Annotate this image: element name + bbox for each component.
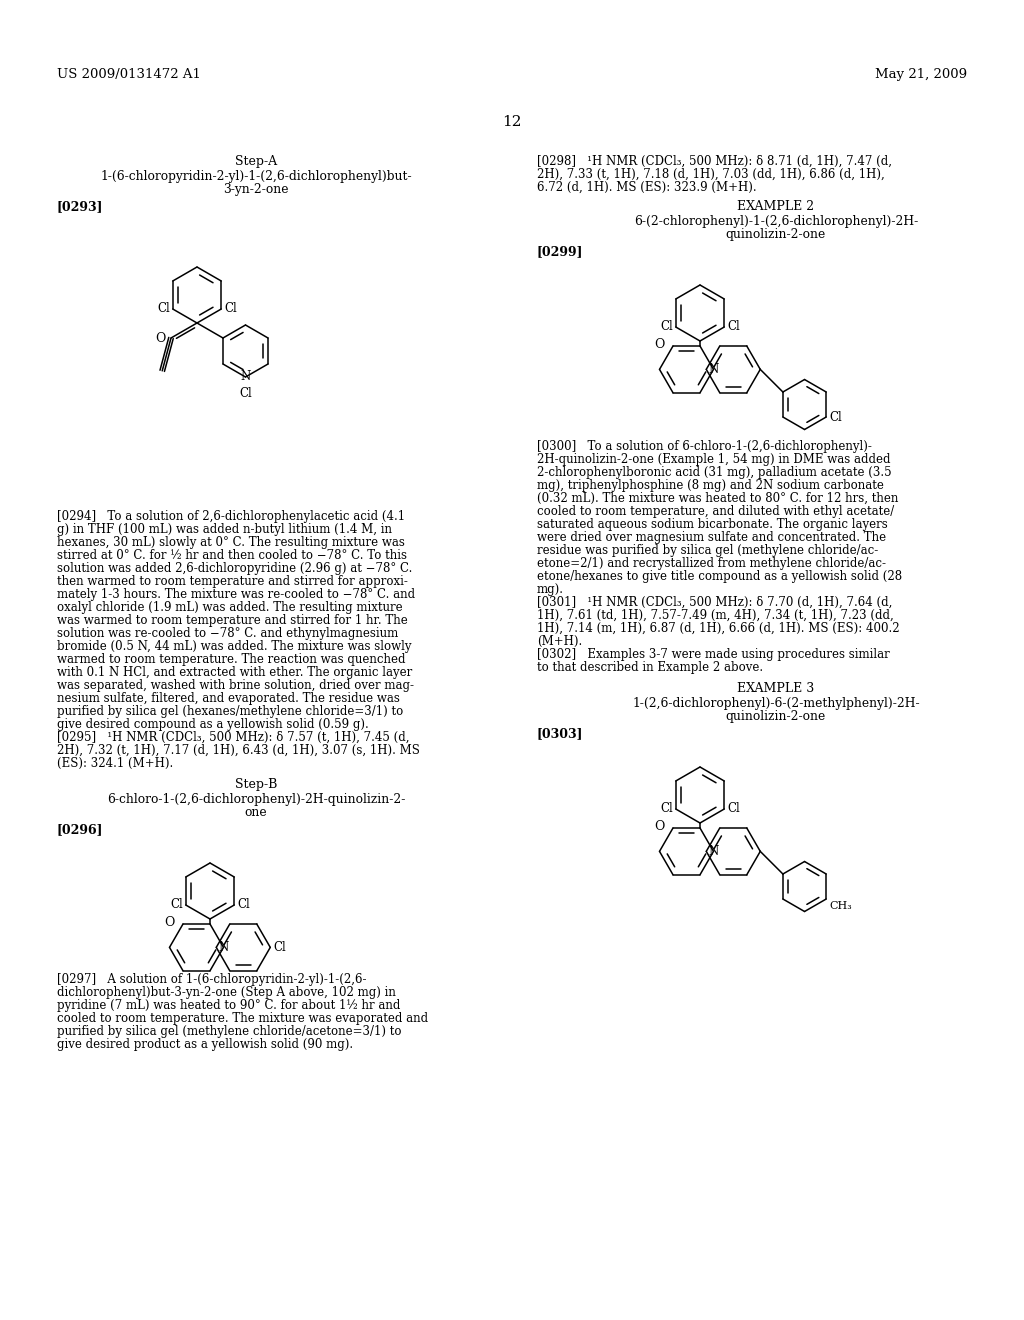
- Text: (0.32 mL). The mixture was heated to 80° C. for 12 hrs, then: (0.32 mL). The mixture was heated to 80°…: [537, 492, 898, 506]
- Text: hexanes, 30 mL) slowly at 0° C. The resulting mixture was: hexanes, 30 mL) slowly at 0° C. The resu…: [57, 536, 404, 549]
- Text: 6.72 (d, 1H). MS (ES): 323.9 (M+H).: 6.72 (d, 1H). MS (ES): 323.9 (M+H).: [537, 181, 757, 194]
- Text: [0293]: [0293]: [57, 201, 103, 213]
- Text: [0296]: [0296]: [57, 822, 103, 836]
- Text: mately 1-3 hours. The mixture was re-cooled to −78° C. and: mately 1-3 hours. The mixture was re-coo…: [57, 587, 415, 601]
- Text: [0297]   A solution of 1-(6-chloropyridin-2-yl)-1-(2,6-: [0297] A solution of 1-(6-chloropyridin-…: [57, 973, 367, 986]
- Text: pyridine (7 mL) was heated to 90° C. for about 1½ hr and: pyridine (7 mL) was heated to 90° C. for…: [57, 999, 400, 1012]
- Text: cooled to room temperature, and diluted with ethyl acetate/: cooled to room temperature, and diluted …: [537, 506, 894, 517]
- Text: give desired product as a yellowish solid (90 mg).: give desired product as a yellowish soli…: [57, 1038, 353, 1051]
- Text: (M+H).: (M+H).: [537, 635, 583, 648]
- Text: residue was purified by silica gel (methylene chloride/ac-: residue was purified by silica gel (meth…: [537, 544, 879, 557]
- Text: was separated, washed with brine solution, dried over mag-: was separated, washed with brine solutio…: [57, 678, 414, 692]
- Text: quinolizin-2-one: quinolizin-2-one: [726, 710, 826, 723]
- Text: 1-(6-chloropyridin-2-yl)-1-(2,6-dichlorophenyl)but-: 1-(6-chloropyridin-2-yl)-1-(2,6-dichloro…: [100, 170, 412, 183]
- Text: O: O: [165, 916, 175, 928]
- Text: EXAMPLE 3: EXAMPLE 3: [737, 682, 815, 696]
- Text: were dried over magnesium sulfate and concentrated. The: were dried over magnesium sulfate and co…: [537, 531, 886, 544]
- Text: cooled to room temperature. The mixture was evaporated and: cooled to room temperature. The mixture …: [57, 1012, 428, 1026]
- Text: Step-A: Step-A: [234, 154, 278, 168]
- Text: quinolizin-2-one: quinolizin-2-one: [726, 228, 826, 242]
- Text: Cl: Cl: [238, 899, 250, 912]
- Text: etone/hexanes to give title compound as a yellowish solid (28: etone/hexanes to give title compound as …: [537, 570, 902, 583]
- Text: purified by silica gel (methylene chloride/acetone=3/1) to: purified by silica gel (methylene chlori…: [57, 1026, 401, 1038]
- Text: dichlorophenyl)but-3-yn-2-one (Step A above, 102 mg) in: dichlorophenyl)but-3-yn-2-one (Step A ab…: [57, 986, 396, 999]
- Text: nesium sulfate, filtered, and evaporated. The residue was: nesium sulfate, filtered, and evaporated…: [57, 692, 400, 705]
- Text: [0302]   Examples 3-7 were made using procedures similar: [0302] Examples 3-7 were made using proc…: [537, 648, 890, 661]
- Text: one: one: [245, 807, 267, 818]
- Text: Cl: Cl: [170, 899, 182, 912]
- Text: US 2009/0131472 A1: US 2009/0131472 A1: [57, 69, 201, 81]
- Text: Cl: Cl: [157, 302, 170, 315]
- Text: saturated aqueous sodium bicarbonate. The organic layers: saturated aqueous sodium bicarbonate. Th…: [537, 517, 888, 531]
- Text: Cl: Cl: [660, 803, 673, 816]
- Text: 1H), 7.14 (m, 1H), 6.87 (d, 1H), 6.66 (d, 1H). MS (ES): 400.2: 1H), 7.14 (m, 1H), 6.87 (d, 1H), 6.66 (d…: [537, 622, 900, 635]
- Text: warmed to room temperature. The reaction was quenched: warmed to room temperature. The reaction…: [57, 653, 406, 667]
- Text: stirred at 0° C. for ½ hr and then cooled to −78° C. To this: stirred at 0° C. for ½ hr and then coole…: [57, 549, 407, 562]
- Text: g) in THF (100 mL) was added n-butyl lithium (1.4 M, in: g) in THF (100 mL) was added n-butyl lit…: [57, 523, 392, 536]
- Text: O: O: [654, 820, 665, 833]
- Text: to that described in Example 2 above.: to that described in Example 2 above.: [537, 661, 763, 675]
- Text: CH₃: CH₃: [829, 902, 852, 911]
- Text: [0295]   ¹H NMR (CDCl₃, 500 MHz): δ 7.57 (t, 1H), 7.45 (d,: [0295] ¹H NMR (CDCl₃, 500 MHz): δ 7.57 (…: [57, 731, 410, 744]
- Text: give desired compound as a yellowish solid (0.59 g).: give desired compound as a yellowish sol…: [57, 718, 369, 731]
- Text: N: N: [709, 363, 719, 376]
- Text: mg), triphenylphosphine (8 mg) and 2N sodium carbonate: mg), triphenylphosphine (8 mg) and 2N so…: [537, 479, 884, 492]
- Text: (ES): 324.1 (M+H).: (ES): 324.1 (M+H).: [57, 756, 173, 770]
- Text: Cl: Cl: [660, 321, 673, 334]
- Text: Cl: Cl: [829, 411, 842, 424]
- Text: then warmed to room temperature and stirred for approxi-: then warmed to room temperature and stir…: [57, 576, 408, 587]
- Text: [0301]   ¹H NMR (CDCl₃, 500 MHz): δ 7.70 (d, 1H), 7.64 (d,: [0301] ¹H NMR (CDCl₃, 500 MHz): δ 7.70 (…: [537, 597, 892, 609]
- Text: 1-(2,6-dichlorophenyl)-6-(2-methylphenyl)-2H-: 1-(2,6-dichlorophenyl)-6-(2-methylphenyl…: [632, 697, 920, 710]
- Text: Cl: Cl: [240, 387, 252, 400]
- Text: Cl: Cl: [273, 941, 286, 954]
- Text: oxalyl chloride (1.9 mL) was added. The resulting mixture: oxalyl chloride (1.9 mL) was added. The …: [57, 601, 402, 614]
- Text: May 21, 2009: May 21, 2009: [874, 69, 967, 81]
- Text: [0299]: [0299]: [537, 246, 584, 257]
- Text: 6-(2-chlorophenyl)-1-(2,6-dichlorophenyl)-2H-: 6-(2-chlorophenyl)-1-(2,6-dichlorophenyl…: [634, 215, 919, 228]
- Text: EXAMPLE 2: EXAMPLE 2: [737, 201, 814, 213]
- Text: purified by silica gel (hexanes/methylene chloride=3/1) to: purified by silica gel (hexanes/methylen…: [57, 705, 403, 718]
- Text: 1H), 7.61 (td, 1H), 7.57-7.49 (m, 4H), 7.34 (t, 1H), 7.23 (dd,: 1H), 7.61 (td, 1H), 7.57-7.49 (m, 4H), 7…: [537, 609, 894, 622]
- Text: Cl: Cl: [727, 803, 740, 816]
- Text: bromide (0.5 N, 44 mL) was added. The mixture was slowly: bromide (0.5 N, 44 mL) was added. The mi…: [57, 640, 412, 653]
- Text: N: N: [241, 371, 251, 384]
- Text: 3-yn-2-one: 3-yn-2-one: [223, 183, 289, 195]
- Text: 2H-quinolizin-2-one (Example 1, 54 mg) in DME was added: 2H-quinolizin-2-one (Example 1, 54 mg) i…: [537, 453, 891, 466]
- Text: 12: 12: [502, 115, 522, 129]
- Text: etone=2/1) and recrystallized from methylene chloride/ac-: etone=2/1) and recrystallized from methy…: [537, 557, 886, 570]
- Text: Step-B: Step-B: [234, 777, 278, 791]
- Text: [0300]   To a solution of 6-chloro-1-(2,6-dichlorophenyl)-: [0300] To a solution of 6-chloro-1-(2,6-…: [537, 440, 871, 453]
- Text: was warmed to room temperature and stirred for 1 hr. The: was warmed to room temperature and stirr…: [57, 614, 408, 627]
- Text: [0298]   ¹H NMR (CDCl₃, 500 MHz): δ 8.71 (d, 1H), 7.47 (d,: [0298] ¹H NMR (CDCl₃, 500 MHz): δ 8.71 (…: [537, 154, 892, 168]
- Text: [0294]   To a solution of 2,6-dichlorophenylacetic acid (4.1: [0294] To a solution of 2,6-dichlorophen…: [57, 510, 406, 523]
- Text: 2H), 7.33 (t, 1H), 7.18 (d, 1H), 7.03 (dd, 1H), 6.86 (d, 1H),: 2H), 7.33 (t, 1H), 7.18 (d, 1H), 7.03 (d…: [537, 168, 885, 181]
- Text: 6-chloro-1-(2,6-dichlorophenyl)-2H-quinolizin-2-: 6-chloro-1-(2,6-dichlorophenyl)-2H-quino…: [106, 793, 406, 807]
- Text: Cl: Cl: [224, 302, 237, 315]
- Text: with 0.1 N HCl, and extracted with ether. The organic layer: with 0.1 N HCl, and extracted with ether…: [57, 667, 413, 678]
- Text: N: N: [218, 941, 228, 954]
- Text: mg).: mg).: [537, 583, 564, 597]
- Text: O: O: [654, 338, 665, 351]
- Text: Cl: Cl: [727, 321, 740, 334]
- Text: O: O: [156, 331, 166, 345]
- Text: 2-chlorophenylboronic acid (31 mg), palladium acetate (3.5: 2-chlorophenylboronic acid (31 mg), pall…: [537, 466, 892, 479]
- Text: solution was added 2,6-dichloropyridine (2.96 g) at −78° C.: solution was added 2,6-dichloropyridine …: [57, 562, 413, 576]
- Text: solution was re-cooled to −78° C. and ethynylmagnesium: solution was re-cooled to −78° C. and et…: [57, 627, 398, 640]
- Text: [0303]: [0303]: [537, 727, 584, 741]
- Text: 2H), 7.32 (t, 1H), 7.17 (d, 1H), 6.43 (d, 1H), 3.07 (s, 1H). MS: 2H), 7.32 (t, 1H), 7.17 (d, 1H), 6.43 (d…: [57, 744, 420, 756]
- Text: N: N: [709, 845, 719, 858]
